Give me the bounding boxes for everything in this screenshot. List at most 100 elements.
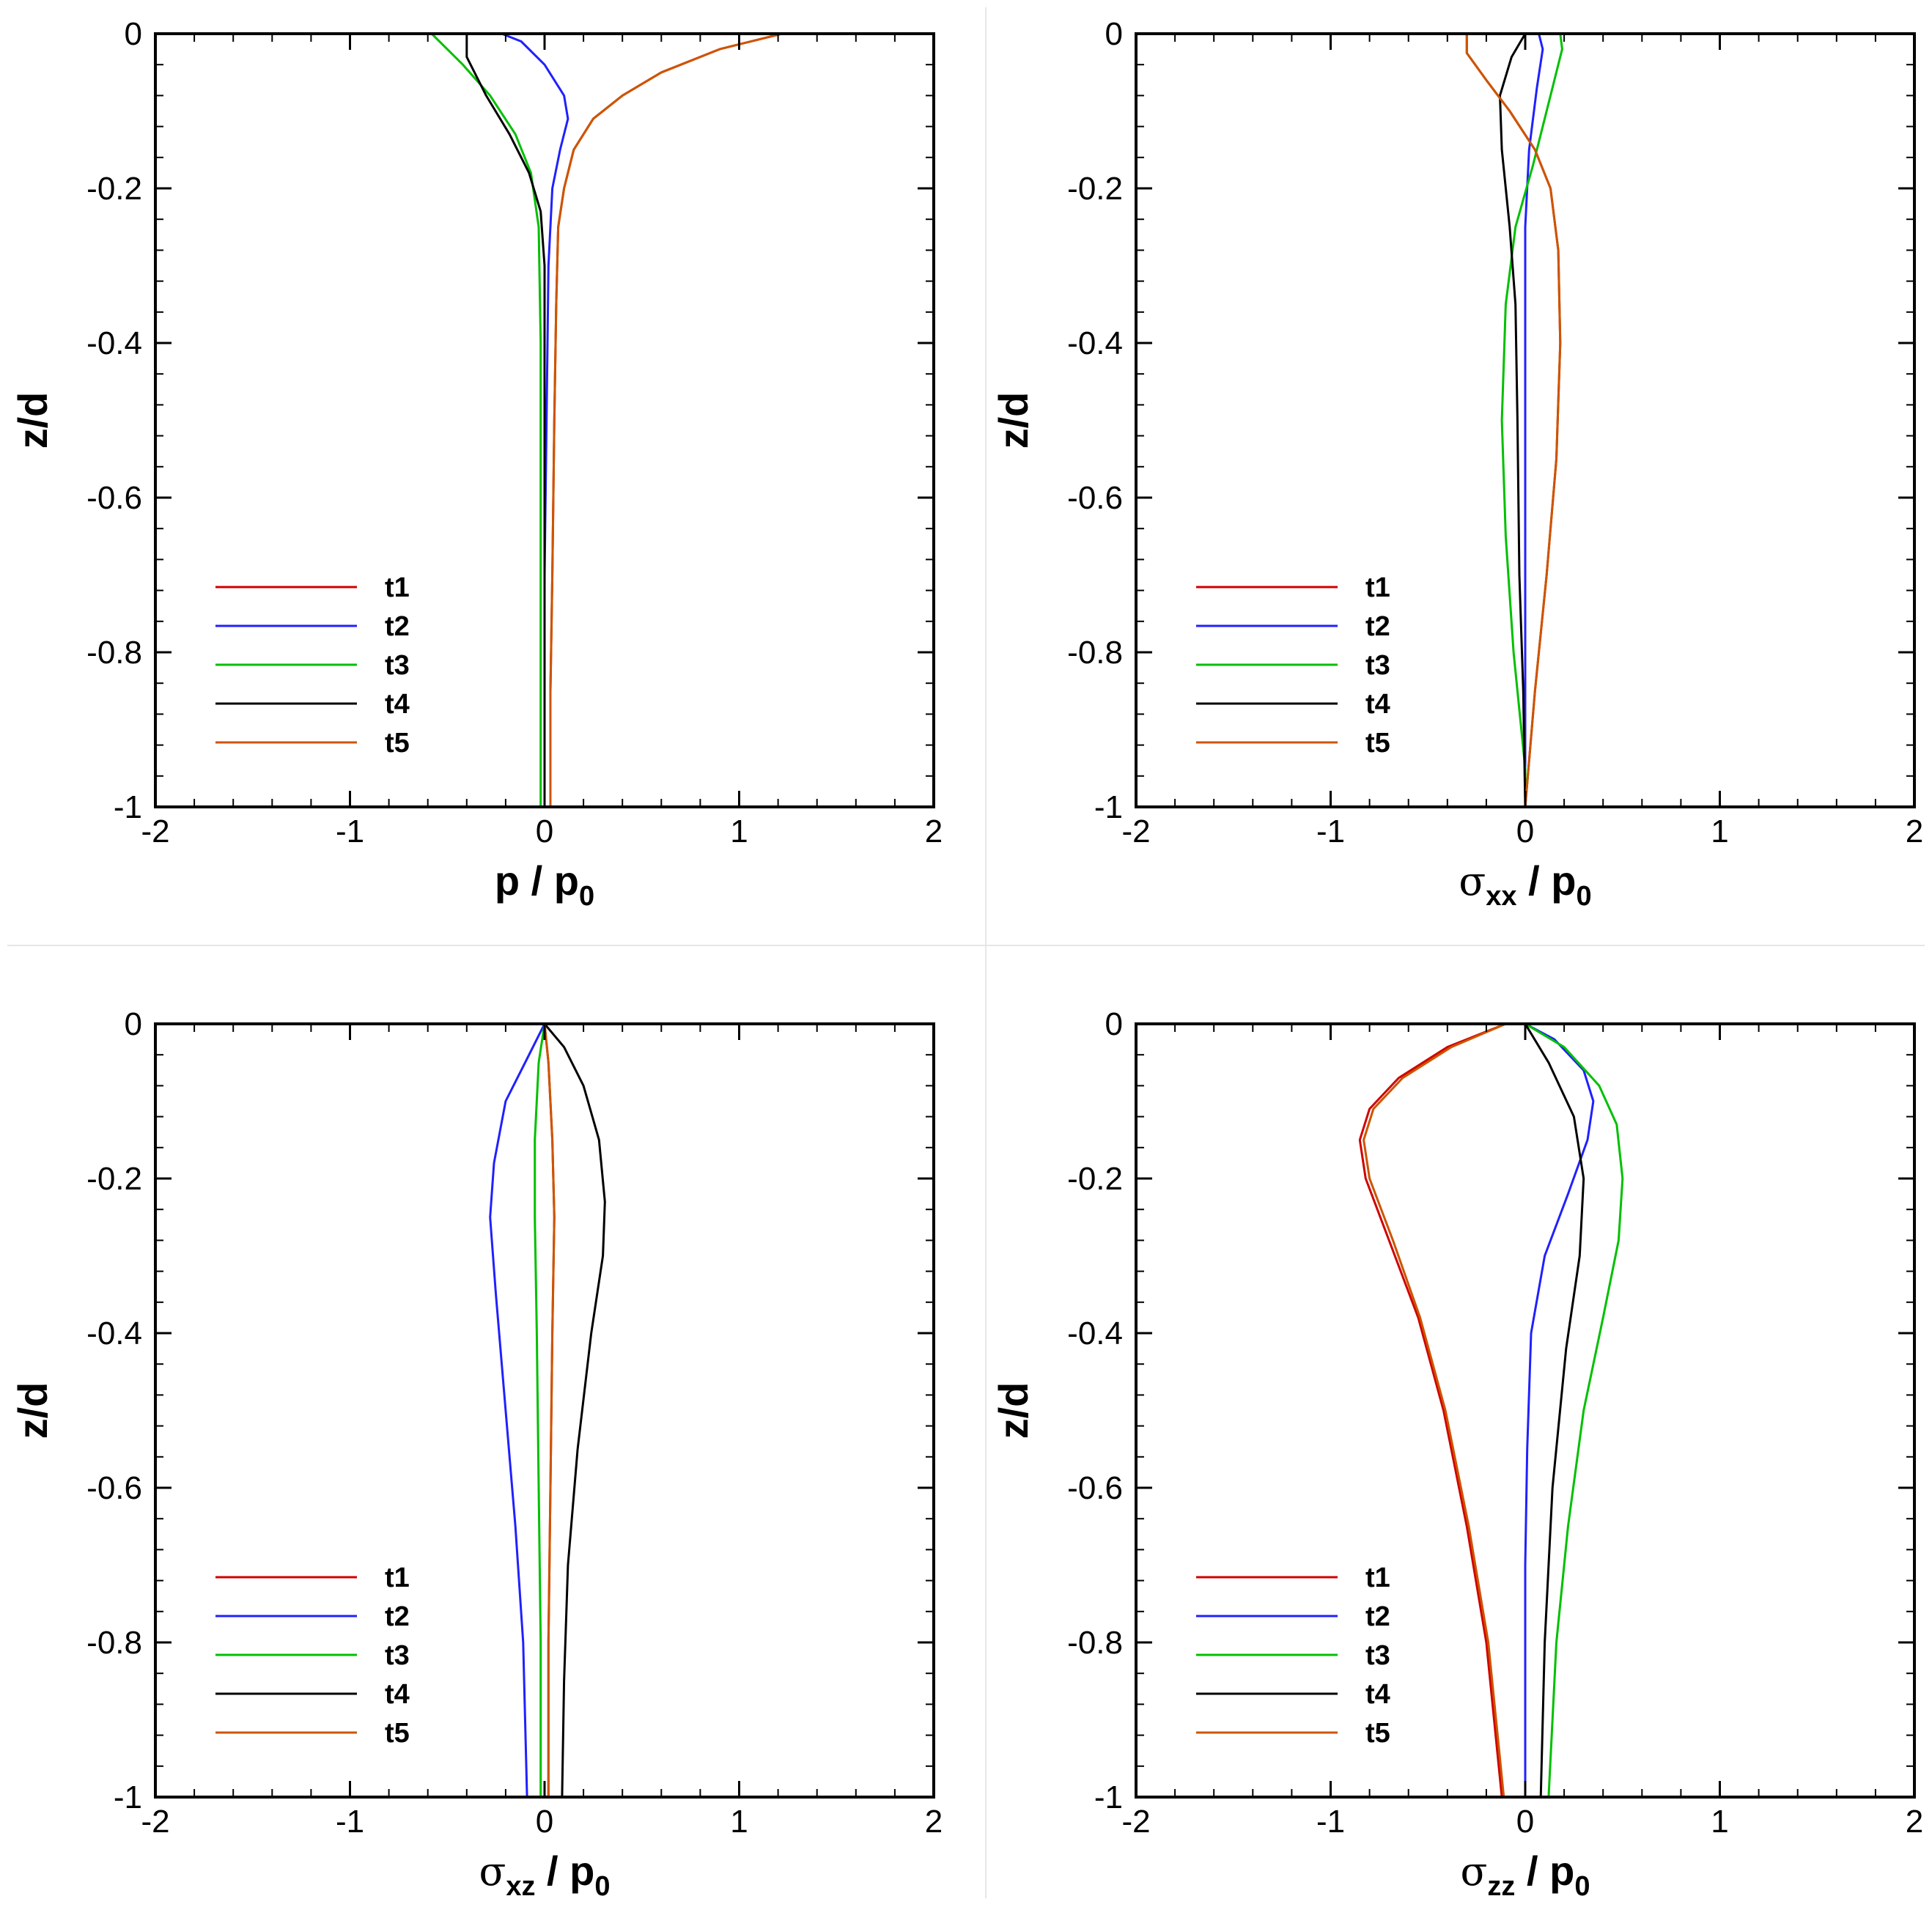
y-tick-label: 0 [1105,1006,1123,1042]
y-tick-label: -1 [1094,1779,1123,1815]
series-line-t4 [465,34,546,807]
y-tick-label: -0.8 [1067,1625,1123,1661]
x-tick-label: -1 [336,814,364,849]
x-axis-title: p / p0 [495,857,594,912]
y-tick-label: -0.6 [86,1470,142,1506]
series-line-t4 [1524,1024,1585,1797]
plot-frame [154,1022,935,1799]
y-tick-label: -0.2 [1067,171,1123,207]
x-axis-title-subscript-0: 0 [594,1871,610,1902]
y-tick-label: -0.6 [1067,1470,1123,1506]
y-tick-label: -0.8 [86,635,142,671]
x-axis-title: σxz / p0 [479,1848,610,1902]
series-line-t2 [501,34,569,807]
x-tick-label: 2 [1906,814,1923,849]
legend-label-t3: t3 [1365,650,1390,681]
x-tick-label: 1 [730,814,748,849]
y-tick-label: -1 [114,1779,142,1815]
y-tick-label: 0 [125,1006,142,1042]
y-tick-label: 0 [1105,16,1123,52]
series-line-t3 [534,1024,546,1797]
series-line-t4 [543,1024,606,1797]
series-line-t3 [430,34,542,807]
legend-label-t4: t4 [1365,689,1390,720]
y-tick-label: -0.8 [1067,635,1123,671]
x-tick-label: 2 [1906,1804,1923,1840]
x-tick-label: -1 [1316,814,1345,849]
x-tick-label: -2 [141,814,169,849]
legend-label-t5: t5 [1365,1718,1390,1749]
x-axis-title-main: / p [1517,857,1577,904]
x-tick-label: -1 [336,1804,364,1840]
legend-label-t2: t2 [1365,1601,1390,1632]
legend-label-t3: t3 [385,650,410,681]
series-line-t5 [1363,1024,1507,1797]
x-axis-title: σzz / p0 [1461,1848,1590,1902]
legend-label-t1: t1 [1365,1563,1390,1593]
x-axis-title-subscript-0: 0 [579,881,594,912]
x-tick-label: -2 [141,1804,169,1840]
series-line-t2 [489,1024,546,1797]
y-tick-label: -1 [114,789,142,825]
chart-panel-p: -2 -1 0 1 20-0.2-0.4-0.6-0.8-1z/dp / p0t1t2t… [10,16,943,912]
x-tick-label: -1 [1316,1804,1345,1840]
x-axis-title-subscript: zz [1487,1871,1515,1902]
legend-label-t5: t5 [385,728,410,759]
y-axis-title: z/d [990,392,1036,449]
x-tick-label: 0 [536,1804,553,1840]
legend-label-t4: t4 [385,1679,410,1710]
legend-label-t2: t2 [1365,611,1390,642]
y-tick-label: -0.4 [86,1316,142,1351]
series-line-t1 [549,34,784,807]
series-line-t5 [543,1024,556,1797]
x-tick-label: 1 [1711,814,1728,849]
x-axis-title-symbol: σ [1461,1848,1488,1895]
legend-label-t3: t3 [385,1640,410,1671]
legend-label-t1: t1 [1365,572,1390,603]
x-tick-label: -2 [1121,1804,1150,1840]
x-axis-title-main: / p [1515,1848,1574,1894]
y-tick-label: -0.4 [1067,1316,1123,1351]
legend-label-t3: t3 [1365,1640,1390,1671]
y-tick-label: 0 [125,16,142,52]
x-tick-label: 1 [1711,1804,1728,1840]
x-tick-label: -2 [1121,814,1150,849]
x-axis-title-main: / p [535,1848,594,1894]
y-tick-label: -0.4 [1067,325,1123,361]
series-line-t3 [1500,34,1563,807]
legend-label-t2: t2 [385,611,410,642]
x-axis-title-subscript-0: 0 [1574,1871,1590,1902]
x-axis-title-symbol: σ [1459,858,1486,904]
legend: t1 t2 t3 t4 t5 [1196,572,1390,759]
y-tick-label: -0.2 [1067,1161,1123,1197]
legend: t1 t2 t3 t4 t5 [215,1563,410,1749]
y-tick-label: -0.2 [86,1161,142,1197]
legend-label-t1: t1 [385,572,410,603]
x-axis-title-main: p / p [495,857,579,904]
x-tick-label: 0 [1516,1804,1534,1840]
y-tick-label: -0.6 [86,480,142,516]
y-tick-label: -0.2 [86,171,142,207]
legend: t1 t2 t3 t4 t5 [215,572,410,759]
x-tick-label: 1 [730,1804,748,1840]
series-line-t1 [1465,34,1562,807]
y-tick-label: -1 [1094,789,1123,825]
series-line-t3 [1524,1024,1624,1797]
legend: t1 t2 t3 t4 t5 [1196,1563,1390,1749]
y-tick-label: -0.8 [86,1625,142,1661]
x-tick-label: 0 [536,814,553,849]
y-axis-title: z/d [10,1382,56,1439]
legend-label-t5: t5 [1365,728,1390,759]
legend-label-t2: t2 [385,1601,410,1632]
x-tick-label: 0 [1516,814,1534,849]
y-axis-title: z/d [990,1382,1036,1439]
y-tick-label: -0.6 [1067,480,1123,516]
series-line-t1 [1358,1024,1507,1797]
series-line-t2 [1524,1024,1595,1797]
legend-label-t4: t4 [1365,1679,1390,1710]
legend-label-t5: t5 [385,1718,410,1749]
x-axis-title: σxx / p0 [1459,857,1591,912]
